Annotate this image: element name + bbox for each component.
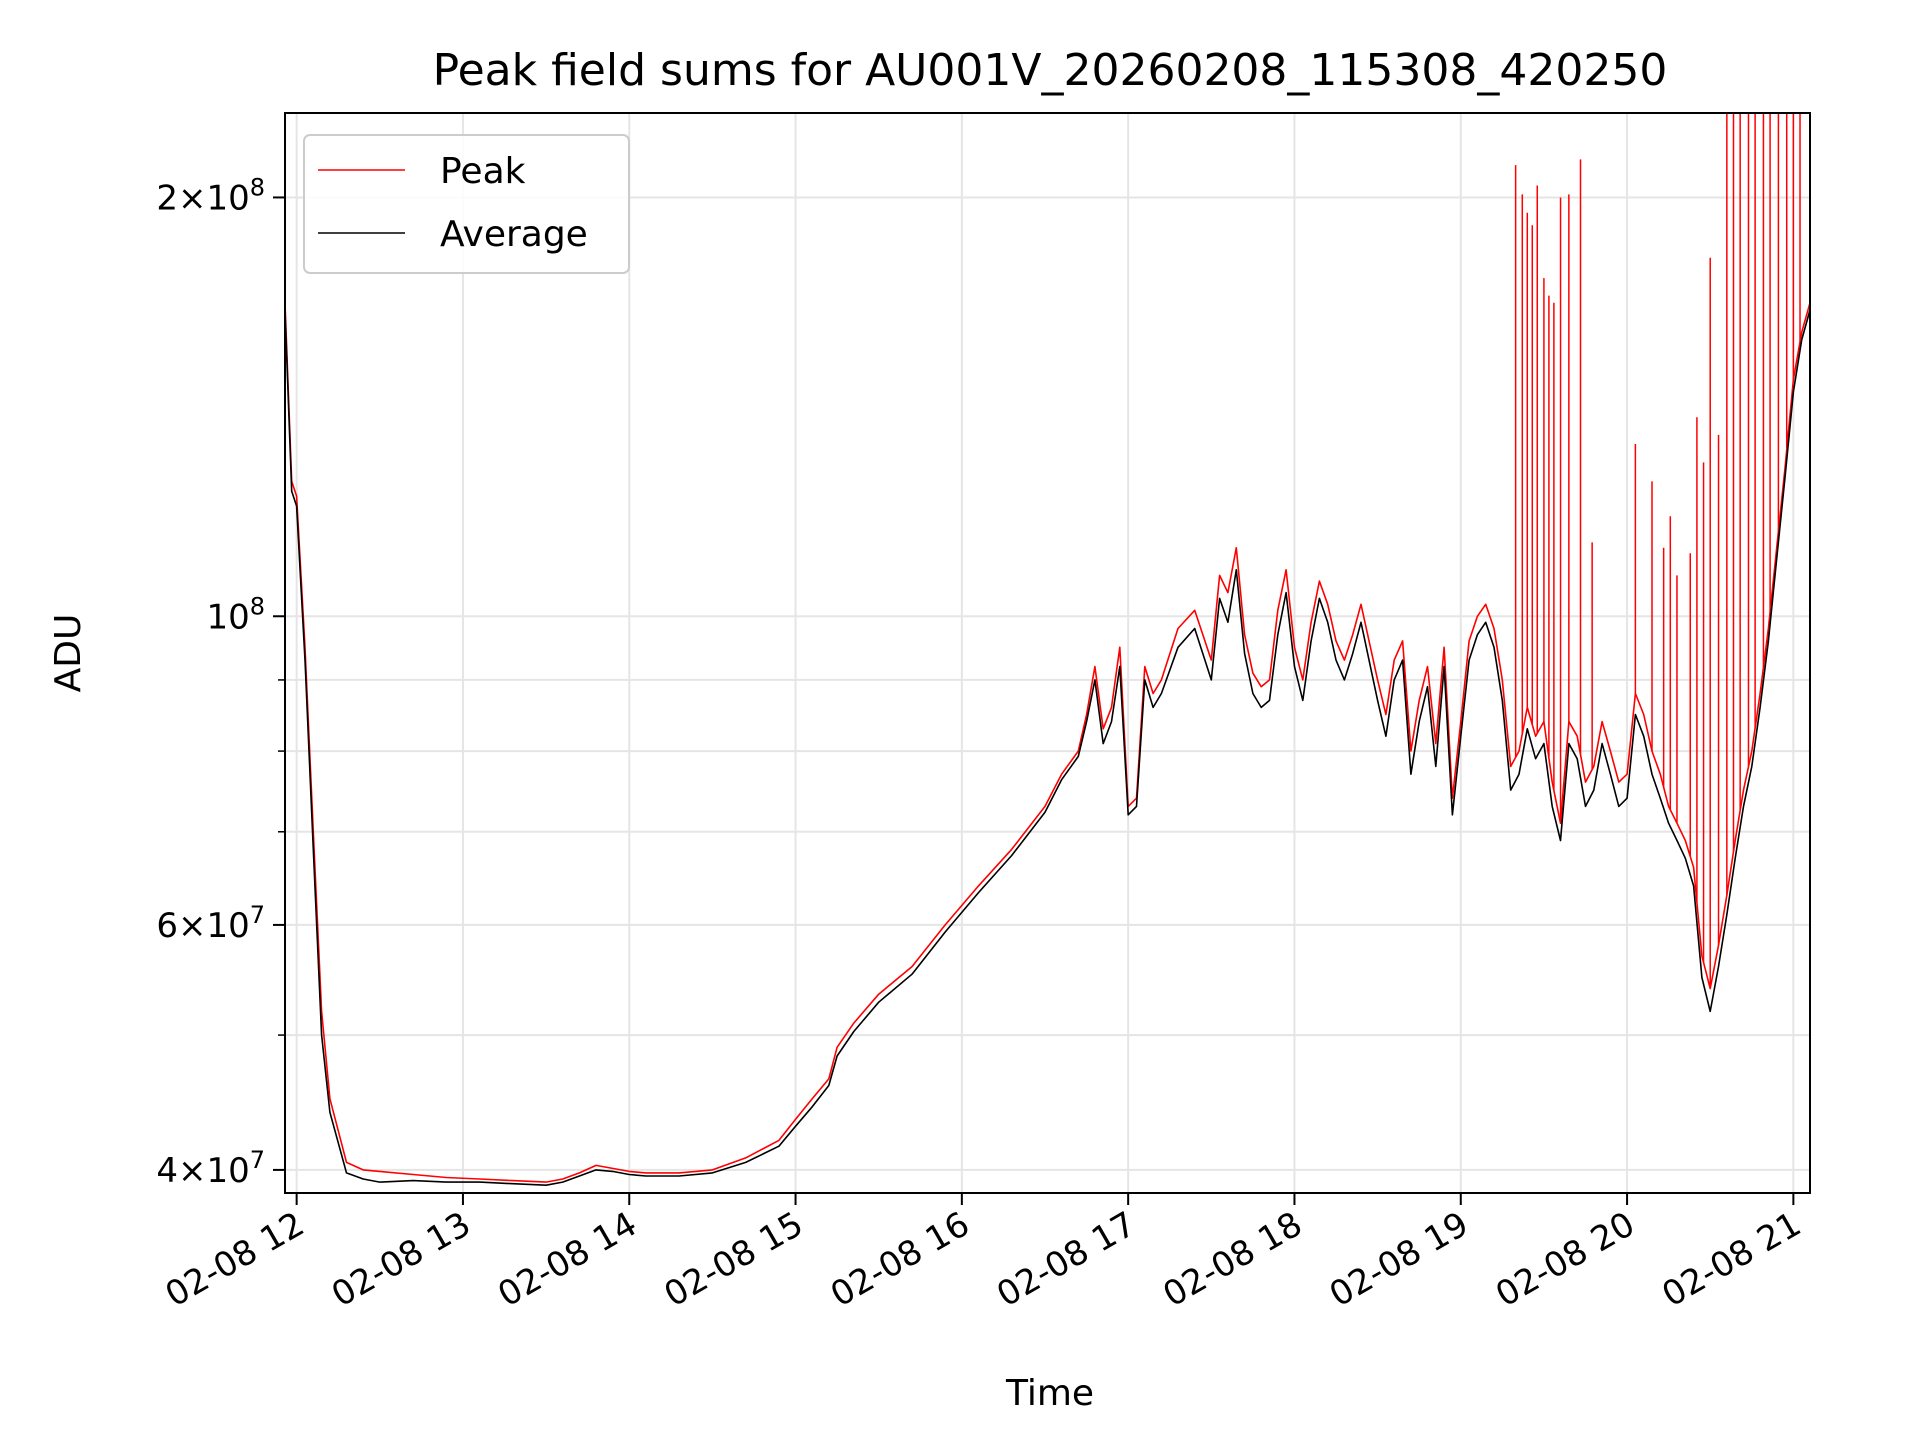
series-layer (285, 113, 1810, 1186)
x-axis-label: Time (1005, 1373, 1094, 1414)
legend: Peak Average (303, 134, 630, 274)
legend-average-label: Average (440, 214, 588, 255)
series-line-peak (285, 302, 1810, 1183)
y-tick-label: 108 (206, 592, 265, 637)
plot-frame (284, 112, 1811, 1194)
y-tick-label: 4×107 (156, 1146, 265, 1191)
y-axis-label: ADU (48, 614, 89, 693)
series-line-average (285, 309, 1810, 1186)
legend-peak-label: Peak (440, 151, 526, 192)
y-tick-label: 2×108 (156, 173, 265, 218)
y-tick-label: 6×107 (156, 901, 265, 946)
chart-title: Peak field sums for AU001V_20260208_1153… (433, 45, 1668, 96)
grid (285, 113, 1810, 1193)
y-axis: 4×107 6×107 108 2×108 (156, 173, 285, 1191)
series-group (285, 113, 1810, 1186)
